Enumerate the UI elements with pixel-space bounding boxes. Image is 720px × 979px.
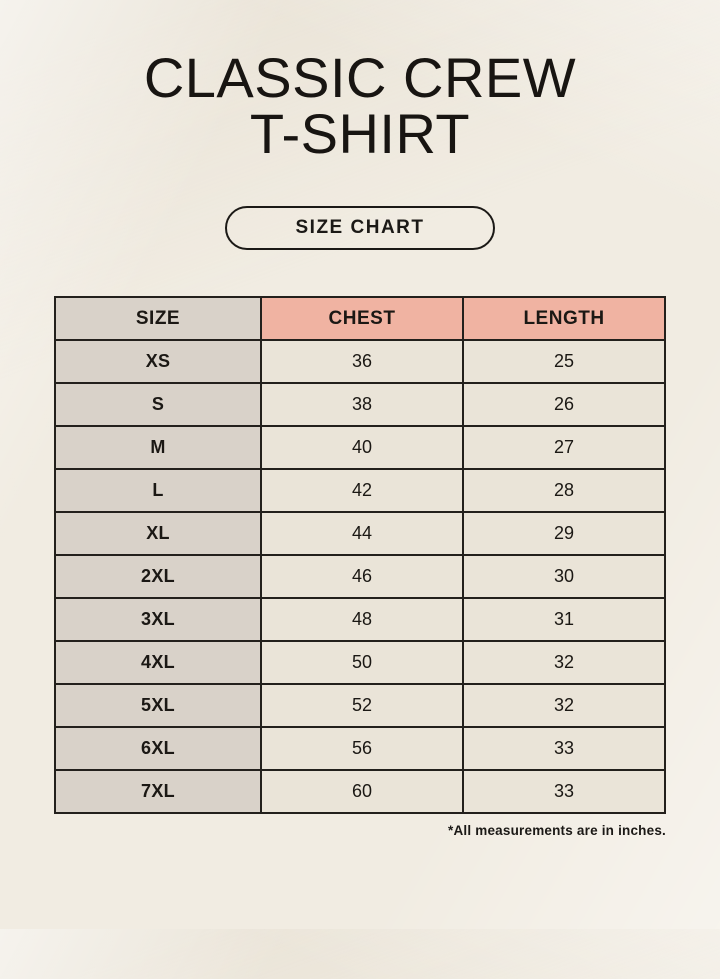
chest-value: 50 bbox=[260, 640, 464, 685]
length-value: 33 bbox=[462, 769, 666, 814]
column-header-length: LENGTH bbox=[462, 296, 666, 341]
page-title-line-2: T-SHIRT bbox=[249, 102, 471, 165]
chest-value: 56 bbox=[260, 726, 464, 771]
table-row: 4XL 50 32 bbox=[54, 640, 666, 685]
table-row: S 38 26 bbox=[54, 382, 666, 427]
chest-value: 44 bbox=[260, 511, 464, 556]
size-label: M bbox=[54, 425, 262, 470]
table-row: M 40 27 bbox=[54, 425, 666, 470]
size-label: 5XL bbox=[54, 683, 262, 728]
size-chart-table: SIZE CHEST LENGTH XS 36 25 S 38 26 M 40 … bbox=[54, 296, 666, 814]
size-chart-badge-label: SIZE CHART bbox=[295, 217, 425, 238]
column-header-size: SIZE bbox=[54, 296, 262, 341]
size-label: 3XL bbox=[54, 597, 262, 642]
size-label: 7XL bbox=[54, 769, 262, 814]
table-row: XL 44 29 bbox=[54, 511, 666, 556]
size-label: 6XL bbox=[54, 726, 262, 771]
measurements-note: *All measurements are in inches. bbox=[448, 823, 666, 838]
length-value: 25 bbox=[462, 339, 666, 384]
size-label: XL bbox=[54, 511, 262, 556]
chest-value: 40 bbox=[260, 425, 464, 470]
table-row: 5XL 52 32 bbox=[54, 683, 666, 728]
chest-value: 60 bbox=[260, 769, 464, 814]
size-label: 2XL bbox=[54, 554, 262, 599]
size-label: S bbox=[54, 382, 262, 427]
length-value: 30 bbox=[462, 554, 666, 599]
chest-value: 52 bbox=[260, 683, 464, 728]
table-row: XS 36 25 bbox=[54, 339, 666, 384]
length-value: 27 bbox=[462, 425, 666, 470]
table-row: L 42 28 bbox=[54, 468, 666, 513]
chest-value: 36 bbox=[260, 339, 464, 384]
size-label: XS bbox=[54, 339, 262, 384]
size-chart-page: CLASSIC CREW T-SHIRT SIZE CHART SIZE CHE… bbox=[0, 50, 720, 979]
length-value: 32 bbox=[462, 683, 666, 728]
length-value: 33 bbox=[462, 726, 666, 771]
length-value: 29 bbox=[462, 511, 666, 556]
column-header-chest: CHEST bbox=[260, 296, 464, 341]
table-row: 3XL 48 31 bbox=[54, 597, 666, 642]
size-label: L bbox=[54, 468, 262, 513]
table-row: 7XL 60 33 bbox=[54, 769, 666, 814]
size-chart-badge[interactable]: SIZE CHART bbox=[225, 206, 495, 250]
page-title: CLASSIC CREW T-SHIRT bbox=[0, 50, 720, 162]
length-value: 32 bbox=[462, 640, 666, 685]
table-row: 6XL 56 33 bbox=[54, 726, 666, 771]
size-label: 4XL bbox=[54, 640, 262, 685]
chest-value: 42 bbox=[260, 468, 464, 513]
chest-value: 38 bbox=[260, 382, 464, 427]
length-value: 28 bbox=[462, 468, 666, 513]
chest-value: 48 bbox=[260, 597, 464, 642]
page-title-line-1: CLASSIC CREW bbox=[143, 46, 577, 109]
table-header-row: SIZE CHEST LENGTH bbox=[54, 296, 666, 341]
chest-value: 46 bbox=[260, 554, 464, 599]
table-row: 2XL 46 30 bbox=[54, 554, 666, 599]
length-value: 31 bbox=[462, 597, 666, 642]
length-value: 26 bbox=[462, 382, 666, 427]
